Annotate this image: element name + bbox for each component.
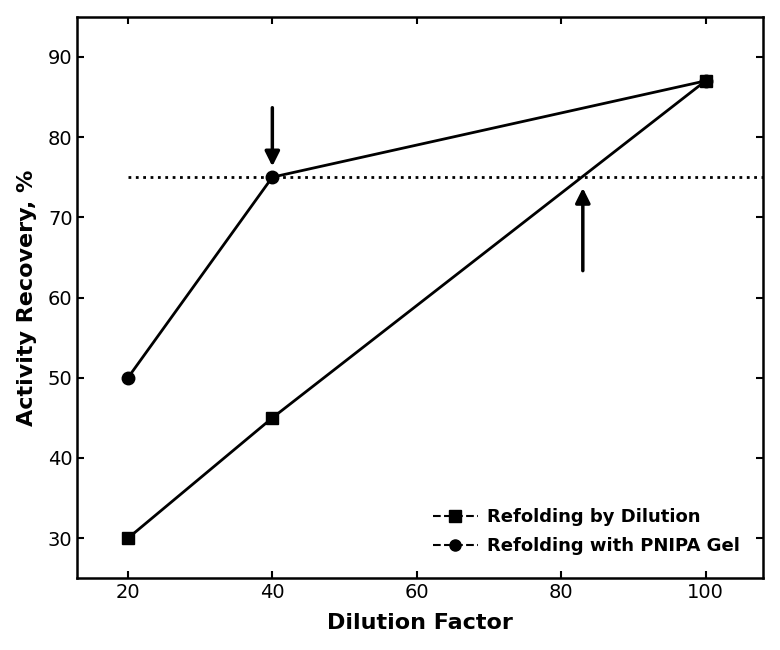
Legend: Refolding by Dilution, Refolding with PNIPA Gel: Refolding by Dilution, Refolding with PN… (418, 493, 754, 569)
Refolding with PNIPA Gel (268, 174, 277, 181)
Refolding by Dilution (268, 414, 277, 422)
X-axis label: Dilution Factor: Dilution Factor (328, 614, 513, 633)
Refolding with PNIPA Gel (123, 374, 133, 382)
Line: Refolding by Dilution: Refolding by Dilution (122, 75, 712, 545)
Refolding by Dilution (701, 77, 711, 85)
Refolding by Dilution (123, 534, 133, 542)
Y-axis label: Activity Recovery, %: Activity Recovery, % (16, 170, 37, 426)
Line: Refolding with PNIPA Gel: Refolding with PNIPA Gel (122, 75, 712, 384)
Refolding with PNIPA Gel (701, 77, 711, 85)
